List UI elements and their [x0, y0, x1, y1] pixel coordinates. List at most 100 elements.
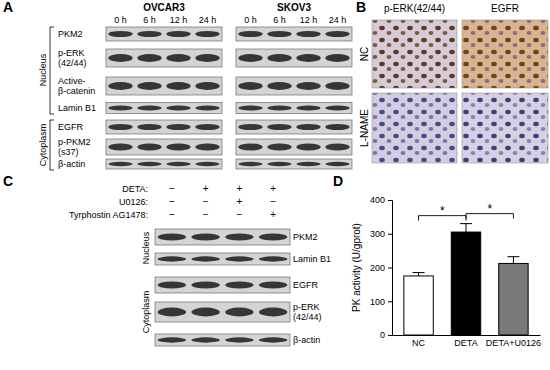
x-axis-line: [393, 335, 541, 336]
protein-label: β-catenin: [58, 86, 95, 96]
time-label: 24 h: [199, 15, 217, 25]
blot-box: [236, 103, 352, 114]
band: [158, 281, 186, 288]
y-tick-label: 200: [370, 263, 385, 273]
protein-label: β-actin: [58, 159, 85, 169]
band: [296, 54, 320, 62]
protein-label: PKM2: [58, 29, 83, 39]
band: [166, 124, 190, 130]
protein-label: (42/44): [58, 58, 87, 68]
band: [137, 82, 161, 90]
panel-a: OVCAR30 h6 h12 h24 hSKOV30 h6 h12 h24 hP…: [38, 2, 352, 170]
band: [108, 31, 132, 37]
band: [267, 31, 291, 37]
band: [166, 54, 190, 62]
band: [267, 82, 291, 90]
blot-box: [106, 103, 222, 114]
blot: [236, 159, 352, 169]
band: [225, 308, 253, 317]
treatment-sign: −: [236, 209, 242, 220]
band: [108, 162, 132, 166]
treatment-label: Tyrphostin AG1478:: [69, 210, 148, 220]
time-label: 12 h: [170, 15, 188, 25]
bracket: [50, 120, 54, 170]
band: [158, 256, 186, 261]
band: [191, 256, 219, 261]
protein-label: (42/44): [293, 312, 322, 322]
y-axis: 0100200300400: [370, 195, 393, 340]
ihc-image: [372, 93, 457, 163]
protein-label: p-ERK: [293, 302, 320, 312]
stain-label: EGFR: [491, 3, 519, 14]
blot: [155, 253, 290, 265]
band: [225, 281, 253, 288]
band: [195, 82, 219, 90]
band: [137, 143, 161, 150]
x-axis: NC DETA DETA+U0126: [393, 336, 541, 349]
band: [259, 281, 287, 288]
blot: [236, 27, 352, 41]
x-tick: NC: [412, 338, 425, 348]
treatment-sign: −: [169, 209, 175, 220]
significance-label: *: [440, 204, 445, 218]
blot-box: [106, 27, 222, 41]
x-tick: DETA: [454, 338, 477, 348]
x-tick-label: DETA+U0126: [486, 338, 541, 348]
bar: [451, 232, 480, 335]
x-tick-label: NC: [412, 338, 425, 348]
band: [238, 124, 262, 130]
x-tick-label: DETA: [454, 338, 477, 348]
band: [296, 82, 320, 90]
blot: [106, 103, 222, 114]
y-tick-mark: [388, 200, 392, 201]
protein-label: EGFR: [293, 280, 319, 290]
band: [108, 143, 132, 150]
blot-box: [236, 120, 352, 134]
treatment-sign: −: [203, 209, 209, 220]
blot-box: [155, 277, 290, 293]
blot: [106, 139, 222, 155]
blot: [236, 120, 352, 134]
blot: [106, 77, 222, 95]
y-tick-label: 0: [380, 330, 385, 340]
error-bar: [460, 224, 472, 232]
band: [158, 308, 186, 317]
band: [158, 337, 186, 342]
band: [296, 124, 320, 130]
blot-box: [236, 139, 352, 155]
panel-label: C: [3, 173, 13, 189]
y-tick-label: 400: [370, 195, 385, 205]
band: [296, 106, 320, 111]
band: [259, 233, 287, 240]
y-tick: 400: [370, 195, 392, 205]
blot-box: [106, 159, 222, 169]
panel-d: 0100200300400NCDETADETA+U0126PK activity…: [351, 195, 541, 348]
band: [191, 308, 219, 317]
treatment-sign: −: [169, 196, 175, 207]
y-tick-mark: [388, 301, 392, 302]
band: [195, 143, 219, 150]
blot-box: [106, 49, 222, 67]
band: [267, 106, 291, 111]
compartment-label: Nucleus: [141, 231, 151, 264]
band: [137, 124, 161, 130]
plot-area: [404, 224, 528, 335]
band: [137, 54, 161, 62]
band: [108, 82, 132, 90]
band: [325, 162, 349, 166]
y-tick: 100: [370, 297, 392, 307]
group-label: NC: [359, 47, 370, 61]
blot: [155, 302, 290, 322]
compartment-label: Nucleus: [38, 53, 48, 86]
band: [238, 82, 262, 90]
treatment-sign: +: [236, 183, 242, 194]
y-tick-mark: [388, 234, 392, 235]
band: [259, 337, 287, 342]
treatment-label: DETA:: [122, 184, 148, 194]
band: [166, 143, 190, 150]
cell-line: OVCAR3: [143, 2, 185, 13]
band: [238, 106, 262, 111]
blot: [236, 77, 352, 95]
y-tick: 0: [380, 330, 392, 340]
band: [296, 31, 320, 37]
